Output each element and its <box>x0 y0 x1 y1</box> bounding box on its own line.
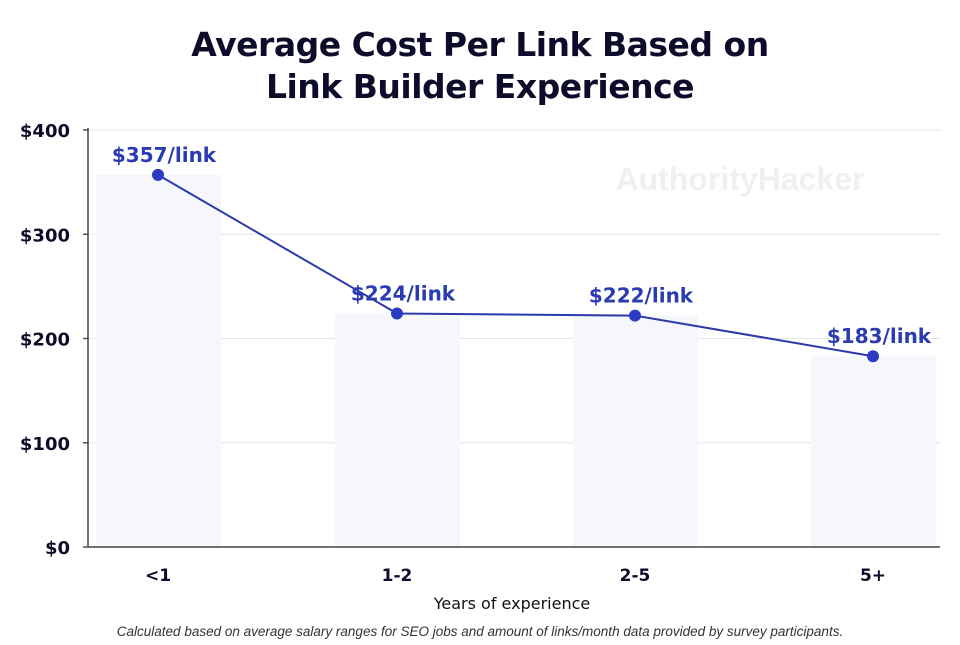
data-label: $224/link <box>351 281 456 305</box>
x-tick-label: 5+ <box>860 566 886 586</box>
y-tick-label: $100 <box>20 434 70 455</box>
data-label: $357/link <box>112 143 217 167</box>
data-point <box>629 309 641 322</box>
bar <box>573 315 698 547</box>
bar <box>811 356 936 547</box>
chart-title: Average Cost Per Link Based on Link Buil… <box>0 24 960 108</box>
series-line <box>157 173 874 358</box>
x-tick-label: 1-2 <box>382 566 413 586</box>
data-label: $183/link <box>827 324 932 348</box>
data-point <box>152 168 164 181</box>
footnote: Calculated based on average salary range… <box>116 624 844 639</box>
y-tick-label: $0 <box>45 538 70 559</box>
bar <box>96 174 221 547</box>
x-tick-label: 2-5 <box>620 566 651 586</box>
y-tick-label: $200 <box>20 330 70 351</box>
x-axis-label: Years of experience <box>433 594 590 613</box>
data-point <box>391 307 403 320</box>
x-tick-label: <1 <box>145 566 171 586</box>
bar <box>335 313 460 547</box>
data-label: $222/link <box>589 284 694 308</box>
watermark-logo: AuthorityHacker <box>616 161 865 197</box>
chart-title-line-1: Average Cost Per Link Based on <box>191 25 769 64</box>
y-tick-label: $300 <box>20 225 70 246</box>
data-point <box>867 350 879 363</box>
chart-title-line-2: Link Builder Experience <box>265 67 695 106</box>
y-tick-label: $400 <box>20 121 70 142</box>
